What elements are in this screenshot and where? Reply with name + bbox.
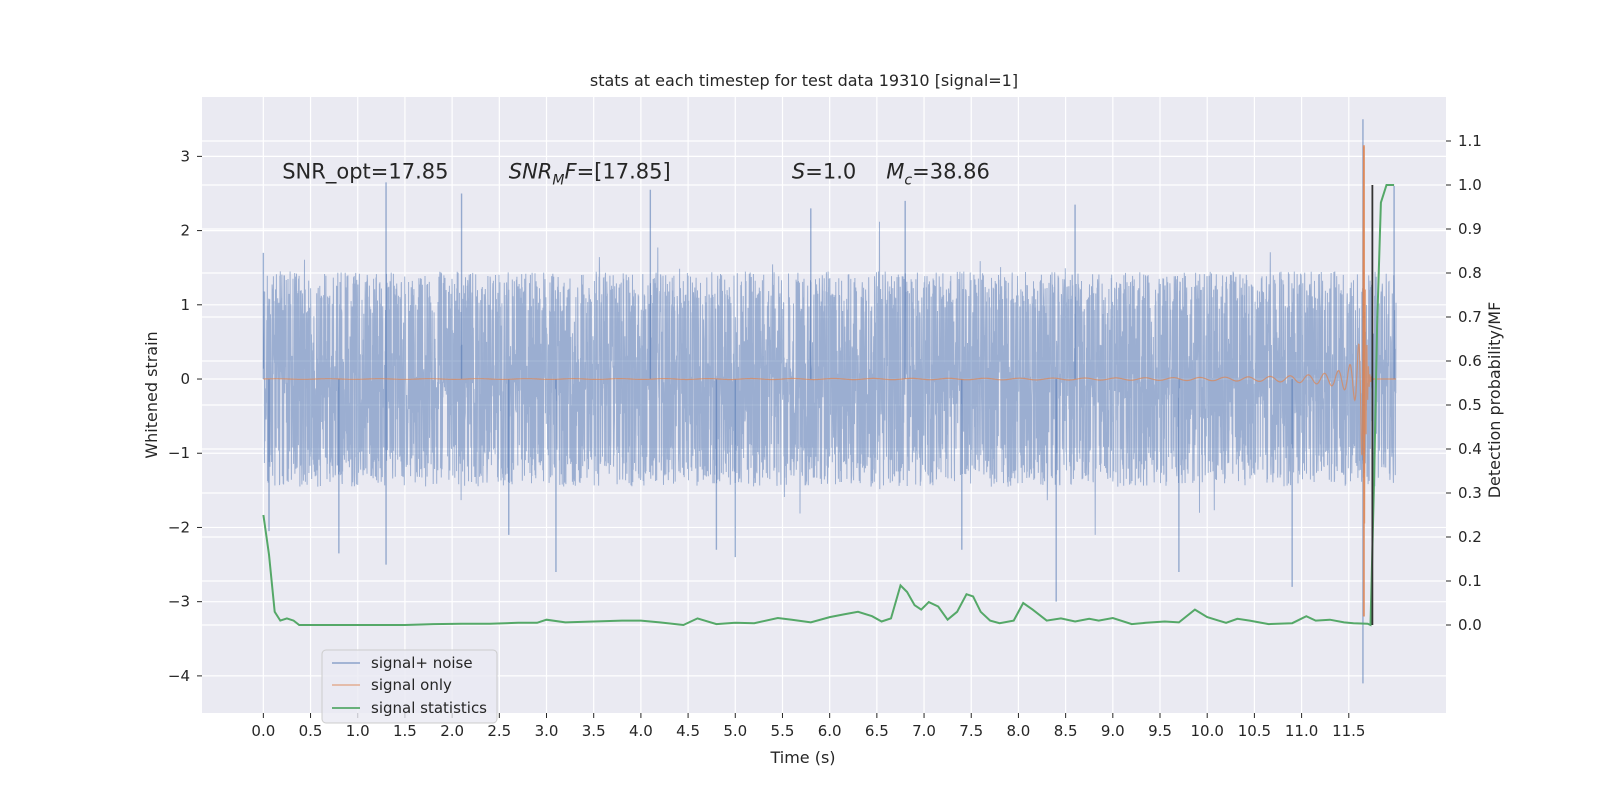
y-tick-label: 2 [180,222,190,240]
x-tick-label: 4.0 [629,722,653,740]
legend-box [321,649,498,724]
x-tick-label: 6.5 [865,722,889,740]
legend-label-signal-noise: signal+ noise [371,654,473,672]
x-tick-label: 0.5 [299,722,323,740]
x-tick-label: 11.5 [1332,722,1365,740]
x-tick-label: 7.5 [959,722,983,740]
x-tick-label: 11.0 [1285,722,1318,740]
y-right-tick-label: 0.3 [1458,484,1482,502]
y-right-tick-label: 0.2 [1458,528,1482,546]
x-tick-label: 7.0 [912,722,936,740]
x-axis-label: Time (s) [769,748,835,767]
y-tick-label: −1 [168,444,190,462]
x-tick-label: 5.0 [723,722,747,740]
legend: signal+ noise signal only signal statist… [321,649,498,724]
y-tick-label: −4 [168,667,190,685]
y-right-tick-label: 1.1 [1458,132,1482,150]
series-signal-only [263,146,1396,524]
y-tick-label: 1 [180,296,190,314]
y-tick-label: 3 [180,147,190,165]
x-tick-label: 10.5 [1238,722,1271,740]
y-right-tick-label: 0.8 [1458,264,1482,282]
y-right-tick-label: 0.4 [1458,440,1482,458]
series-signal-noise [262,221,1397,535]
x-tick-label: 6.0 [818,722,842,740]
annotation-snr-mf: SNRMF=[17.85] [509,160,671,189]
x-tick-label: 3.0 [535,722,559,740]
y-right-tick-label: 0.9 [1458,220,1482,238]
x-tick-label: 2.0 [440,722,464,740]
x-tick-label: 10.0 [1191,722,1224,740]
annotation-snr-opt: SNR_opt=17.85 [282,160,448,185]
y-right-tick-label: 0.5 [1458,396,1482,414]
x-tick-label: 8.0 [1007,722,1031,740]
legend-label-signal-only: signal only [371,676,452,694]
annotation-s-value: S=1.0 [792,160,856,184]
x-tick-label: 5.5 [771,722,795,740]
x-tick-label: 0.0 [251,722,275,740]
legend-label-signal-statistics: signal statistics [371,699,487,717]
y-tick-label: −3 [168,593,190,611]
x-tick-label: 4.5 [676,722,700,740]
x-tick-label: 9.0 [1101,722,1125,740]
x-tick-label: 9.5 [1148,722,1172,740]
x-tick-label: 1.5 [393,722,417,740]
y-right-axis-label: Detection probability/MF [1485,302,1504,499]
y-right-tick-label: 1.0 [1458,176,1482,194]
x-tick-label: 2.5 [487,722,511,740]
y-right-tick-label: 0.7 [1458,308,1482,326]
x-tick-label: 3.5 [582,722,606,740]
y-right-tick-label: 0.1 [1458,572,1482,590]
y-tick-label: −2 [168,518,190,536]
y-right-tick-label: 0.0 [1458,616,1482,634]
chart-title: stats at each timestep for test data 193… [590,71,1018,90]
x-tick-label: 1.0 [346,722,370,740]
series-signal-statistics [262,184,1395,627]
x-tick-label: 8.5 [1054,722,1078,740]
y-axis-label: Whitened strain [142,331,161,458]
y-right-tick-label: 0.6 [1458,352,1482,370]
y-tick-label: 0 [180,370,190,388]
annotation-chirp-mass: Mc=38.86 [886,160,990,189]
